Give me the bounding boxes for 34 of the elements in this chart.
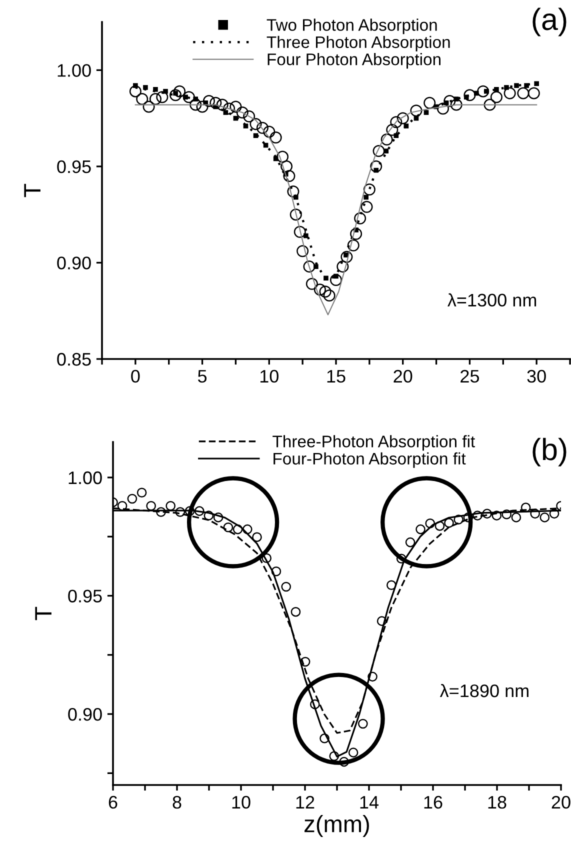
x-tick-label: 15 [327, 370, 346, 383]
chart-title: (a) [532, 8, 566, 36]
legend-label: Two Photon Absorption [266, 18, 437, 34]
legend-label: Four Photon Absorption [268, 53, 440, 69]
x-tick-label: 10 [260, 370, 278, 383]
x-tick-label: 20 [552, 796, 570, 809]
y-tick-label: 0.90 [57, 256, 91, 270]
x-tick-label: 6 [108, 796, 118, 809]
x-axis-title: z(mm) [304, 815, 369, 838]
x-tick-label: 10 [232, 796, 250, 809]
legend-label: Three-Photon Absorption fit [272, 435, 475, 451]
x-tick-label: 30 [527, 370, 546, 383]
y-axis-title: T [24, 184, 40, 198]
y-tick-label: 0.90 [68, 708, 102, 721]
x-tick-label: 16 [424, 796, 442, 809]
y-tick-label: 0.95 [57, 160, 91, 174]
x-tick-label: 20 [394, 370, 412, 383]
legend-label: Three Photon Absorption [266, 36, 450, 52]
x-tick-label: 8 [172, 796, 182, 809]
legend-label: Four-Photon Absorption fit [274, 452, 466, 468]
x-tick-label: 25 [460, 370, 479, 383]
annotation: λ=1890 nm [440, 684, 528, 698]
x-tick-label: 12 [296, 796, 314, 808]
annotation: λ=1300 nm [448, 293, 536, 307]
y-tick-label: 0.95 [68, 590, 102, 602]
x-tick-label: 18 [488, 796, 506, 809]
x-tick-label: 14 [360, 796, 379, 808]
chart-title: (b) [532, 438, 566, 466]
y-axis-title: T [35, 606, 52, 620]
y-tick-label: 1.00 [58, 64, 91, 77]
y-tick-label: 0.85 [57, 352, 91, 366]
y-tick-label: 1.00 [68, 471, 102, 484]
x-tick-label: 5 [198, 370, 207, 383]
x-tick-label: 0 [131, 370, 140, 383]
